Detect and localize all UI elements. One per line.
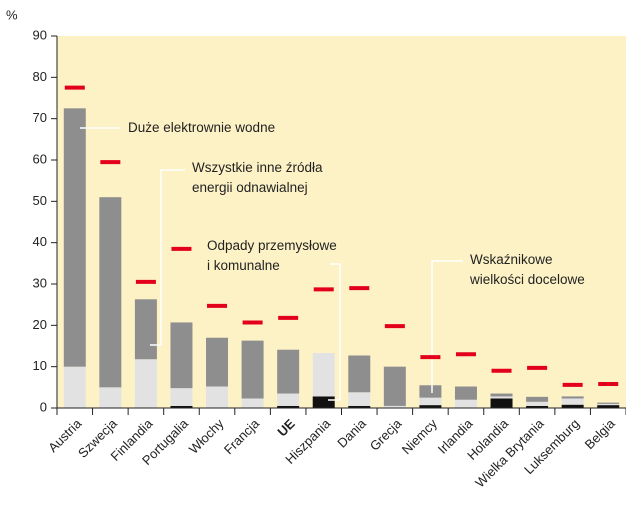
bar-segment	[206, 337, 229, 387]
leader-line	[150, 169, 185, 346]
bar-segment	[597, 403, 620, 406]
bar-segment	[63, 108, 86, 367]
bar-segment	[561, 396, 584, 399]
leader-line	[431, 260, 463, 393]
x-tick-label: UE	[274, 416, 298, 440]
bar-segment	[134, 299, 157, 360]
bar-segment	[348, 392, 371, 406]
bar-segment	[170, 322, 193, 389]
y-tick-label: 30	[33, 275, 47, 290]
y-tick-label: 40	[33, 234, 47, 249]
x-tick-label: Francja	[221, 415, 263, 457]
annotation: Odpady przemysłowe i komunalne	[207, 238, 337, 273]
bar-segment	[597, 405, 620, 408]
x-tick-label: Dania	[334, 415, 369, 450]
leader-line	[328, 263, 341, 401]
bar-segment	[383, 366, 406, 406]
annotation: Wskaźnikowe wielkości docelowe	[470, 252, 585, 287]
bar-segment	[99, 387, 122, 408]
bar-segment	[419, 385, 442, 398]
bar-segment	[277, 349, 300, 394]
leader-lines	[80, 127, 463, 401]
bar-segment	[348, 405, 371, 408]
y-tick-label: 20	[33, 317, 47, 332]
bar-segment	[526, 405, 549, 408]
bar-segment	[526, 396, 549, 402]
y-tick-label: 90	[33, 27, 47, 42]
y-tick-label: 10	[33, 358, 47, 373]
y-tick-label: 80	[33, 69, 47, 84]
bar-segment	[348, 355, 371, 393]
bar-segment	[277, 405, 300, 408]
bar-segment	[526, 401, 549, 406]
bar-segment	[561, 404, 584, 408]
bar-segment	[206, 386, 229, 408]
annotation: Wszystkie inne źródła energii odnawialne…	[192, 160, 323, 195]
bar-segment	[312, 353, 335, 397]
bar-segment	[597, 402, 620, 404]
bar-segment	[99, 197, 122, 388]
bar-segment	[241, 340, 264, 399]
bar-segment	[134, 359, 157, 408]
bar-segment	[312, 396, 335, 408]
x-tick-label: Włochy	[186, 416, 227, 457]
bar-segment	[490, 396, 513, 399]
bar-segment	[383, 405, 406, 408]
bar-segment	[63, 366, 86, 408]
bar-segment	[419, 397, 442, 406]
bar-segment	[277, 393, 300, 406]
y-tick-label: 50	[33, 193, 47, 208]
annotation: Duże elektrownie wodne	[128, 120, 276, 135]
x-tick-label: Niemcy	[399, 416, 441, 458]
y-axis-unit: %	[6, 7, 18, 22]
bar-segment	[561, 398, 584, 405]
x-tick-label: Belgia	[582, 415, 619, 452]
bar-segment	[490, 393, 513, 397]
bar-segment	[454, 386, 477, 400]
bar-segment	[170, 405, 193, 408]
bar-segment	[454, 399, 477, 408]
bar-segment	[241, 398, 264, 408]
bar-segment	[490, 398, 513, 408]
y-tick-label: 70	[33, 110, 47, 125]
y-tick-label: 60	[33, 151, 47, 166]
y-tick-label: 0	[40, 399, 47, 414]
bar-segment	[419, 405, 442, 408]
bar-segment	[170, 388, 193, 406]
